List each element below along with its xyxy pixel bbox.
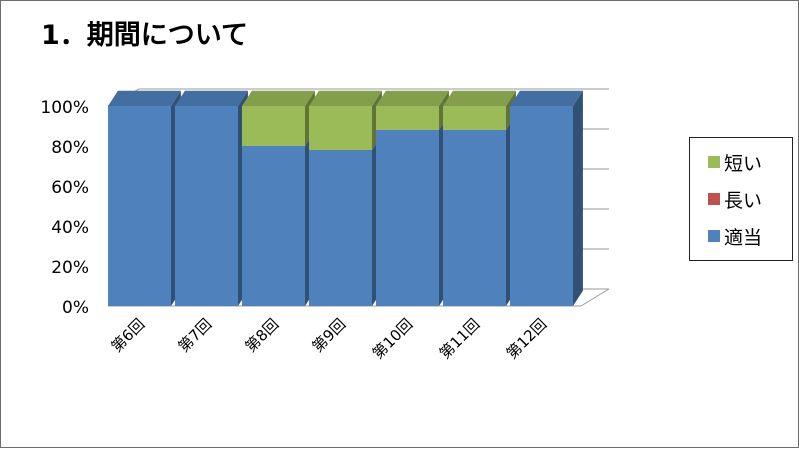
- legend-swatch-short: [708, 156, 720, 168]
- chart-title: 1．期間について: [41, 20, 248, 51]
- y-tick-label: 100%: [40, 98, 89, 118]
- bar-top: [242, 90, 315, 106]
- bar-短い-front: [242, 106, 305, 146]
- bar-適当-front: [376, 130, 439, 306]
- bar-top: [510, 90, 583, 106]
- x-tick-label: 第11回: [436, 315, 483, 362]
- x-tick-label: 第10回: [369, 315, 416, 362]
- bar-適当-front: [443, 130, 506, 306]
- legend-item-long: 長い: [708, 187, 763, 212]
- y-tick-label: 60%: [51, 178, 89, 198]
- legend-label-long: 長い: [724, 189, 763, 212]
- bar-短い-front: [376, 106, 439, 130]
- y-tick-label: 20%: [51, 258, 89, 278]
- legend-label-appropriate: 適当: [724, 226, 763, 249]
- bar-短い-front: [309, 106, 372, 150]
- bar-短い-front: [443, 106, 506, 130]
- x-tick-label: 第9回: [309, 315, 350, 356]
- bar-適当-front: [309, 150, 372, 306]
- bar-適当-front: [108, 106, 171, 306]
- x-tick-label: 第8回: [242, 315, 283, 356]
- chart-legend: 短い 長い 適当: [689, 137, 793, 261]
- legend-swatch-appropriate: [708, 230, 720, 242]
- y-tick-label: 0%: [62, 298, 89, 318]
- floor-edge-right: [580, 288, 610, 307]
- legend-swatch-long: [708, 193, 720, 205]
- bar-top: [175, 90, 248, 106]
- legend-label-short: 短い: [724, 152, 763, 175]
- legend-item-appropriate: 適当: [708, 224, 763, 249]
- x-tick-label: 第12回: [503, 315, 550, 362]
- x-tick-label: 第6回: [108, 315, 149, 356]
- bar-top: [376, 90, 449, 106]
- y-tick-label: 80%: [51, 138, 89, 158]
- bar-適当-side: [573, 90, 583, 306]
- bar-top: [309, 90, 382, 106]
- bar-適当-front: [175, 106, 238, 306]
- bar-適当-front: [242, 146, 305, 306]
- legend-item-short: 短い: [708, 150, 763, 175]
- x-tick-label: 第7回: [175, 315, 216, 356]
- bar-top: [443, 90, 516, 106]
- y-tick-label: 40%: [51, 218, 89, 238]
- bar-top: [108, 90, 181, 106]
- bar-適当-front: [510, 106, 573, 306]
